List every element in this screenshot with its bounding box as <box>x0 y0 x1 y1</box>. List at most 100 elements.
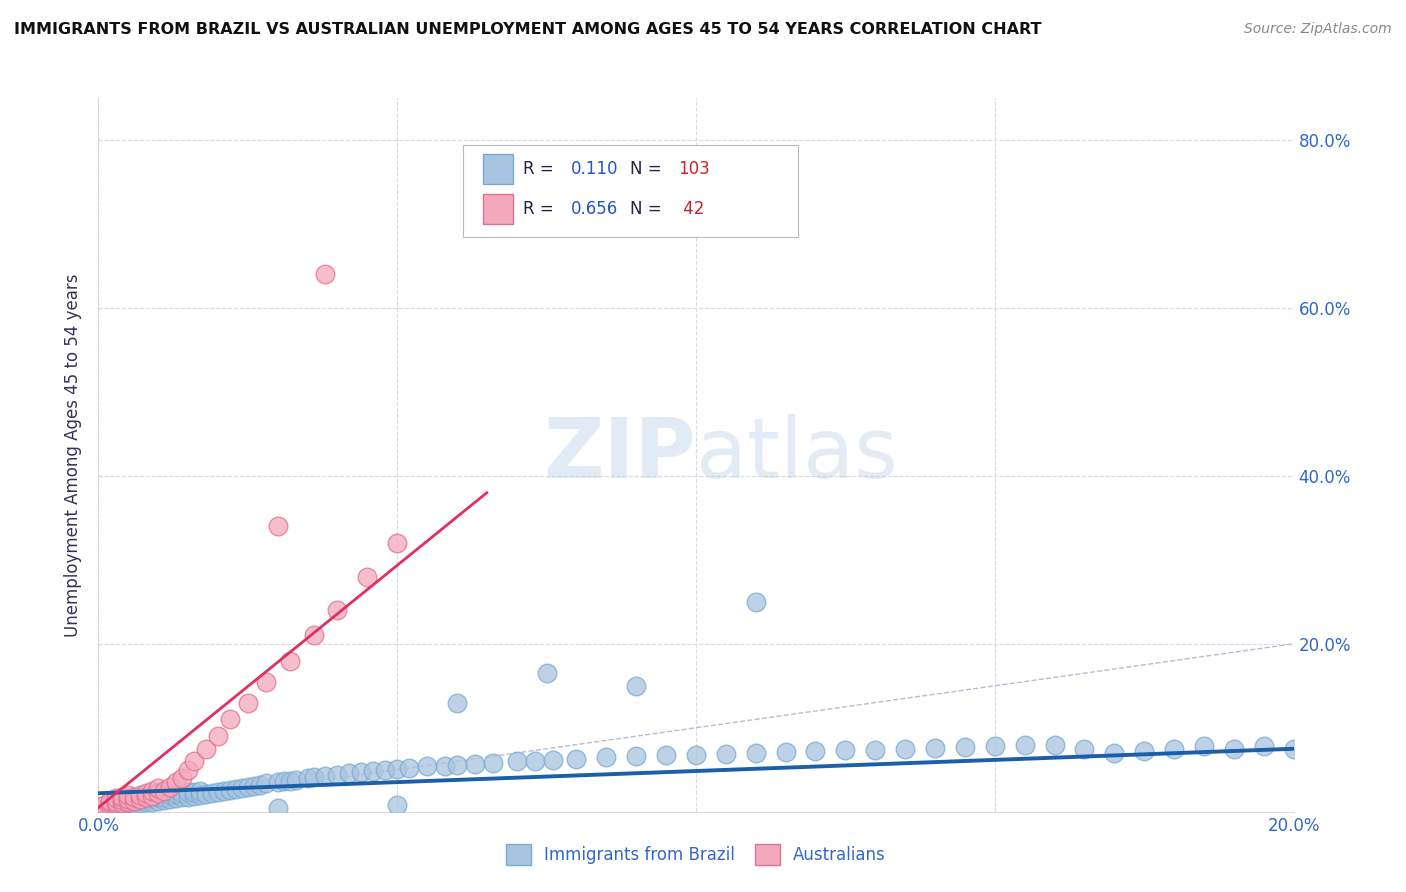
Point <box>141 783 163 797</box>
Point <box>141 789 163 803</box>
Point <box>254 674 277 689</box>
Point <box>98 797 122 811</box>
Point <box>117 796 139 810</box>
Point <box>117 792 139 806</box>
Point <box>111 797 134 811</box>
Point <box>350 765 373 780</box>
Point <box>148 786 170 800</box>
Point <box>231 781 253 796</box>
Point <box>363 764 385 779</box>
Point <box>1104 746 1126 760</box>
Point <box>159 780 181 794</box>
Point <box>775 745 797 759</box>
Point <box>129 789 152 804</box>
Point <box>356 569 378 583</box>
Point <box>315 769 337 783</box>
Bar <box>484 194 513 224</box>
Point <box>1253 739 1275 754</box>
Point <box>865 742 887 756</box>
Point <box>135 788 157 802</box>
Point <box>135 792 157 806</box>
Point <box>254 776 277 790</box>
Point <box>1043 738 1066 752</box>
Legend: Immigrants from Brazil, Australians: Immigrants from Brazil, Australians <box>499 838 893 871</box>
Point <box>953 740 976 755</box>
Point <box>685 747 707 762</box>
Point <box>93 800 115 814</box>
Point <box>105 795 128 809</box>
Point <box>111 798 134 813</box>
Point <box>148 786 170 800</box>
Point <box>1073 741 1095 756</box>
Point <box>714 747 737 761</box>
Point <box>506 755 529 769</box>
Point <box>141 795 163 809</box>
Point <box>219 783 242 797</box>
Point <box>655 748 678 763</box>
Point <box>385 762 409 776</box>
Point <box>105 797 128 812</box>
Point <box>536 666 558 681</box>
Point <box>165 775 187 789</box>
Point <box>159 792 181 806</box>
Point <box>416 759 439 773</box>
Point <box>541 753 564 767</box>
Point <box>446 757 468 772</box>
Point <box>243 779 266 793</box>
Point <box>135 786 157 800</box>
Point <box>183 784 205 798</box>
Point <box>105 797 128 812</box>
Text: ZIP: ZIP <box>544 415 696 495</box>
Point <box>624 749 647 764</box>
Text: IMMIGRANTS FROM BRAZIL VS AUSTRALIAN UNEMPLOYMENT AMONG AGES 45 TO 54 YEARS CORR: IMMIGRANTS FROM BRAZIL VS AUSTRALIAN UNE… <box>14 22 1042 37</box>
Point <box>124 797 146 812</box>
Text: 103: 103 <box>678 161 710 178</box>
Point <box>398 761 420 775</box>
Point <box>129 792 152 806</box>
Point <box>98 797 122 811</box>
Point <box>105 799 128 814</box>
Point <box>1223 741 1246 756</box>
Point <box>894 741 917 756</box>
Point <box>188 788 211 802</box>
Point <box>302 628 325 642</box>
Point <box>225 782 247 797</box>
Point <box>745 746 768 760</box>
Point <box>595 750 617 764</box>
Point <box>117 797 139 812</box>
Point <box>278 654 301 668</box>
Point <box>267 800 290 814</box>
Point <box>153 783 176 797</box>
Point <box>302 770 325 784</box>
Point <box>93 800 115 814</box>
Point <box>201 786 224 800</box>
Point <box>194 787 218 801</box>
Point <box>326 768 349 782</box>
Point <box>129 793 152 807</box>
Point <box>188 783 211 797</box>
Point <box>177 785 200 799</box>
Point <box>207 784 229 798</box>
Point <box>183 789 205 803</box>
Point <box>804 744 827 758</box>
Point <box>135 790 157 805</box>
Point <box>267 775 290 789</box>
Point <box>148 794 170 808</box>
Point <box>434 758 457 772</box>
Point <box>464 756 486 771</box>
Point <box>207 729 229 743</box>
Point <box>159 788 181 802</box>
Point <box>111 797 134 811</box>
Point <box>326 603 349 617</box>
Point <box>284 772 307 787</box>
Text: 0.110: 0.110 <box>571 161 619 178</box>
Point <box>111 793 134 807</box>
Point <box>624 679 647 693</box>
Point <box>339 766 360 780</box>
Point <box>183 755 205 769</box>
Point <box>98 797 122 812</box>
Point <box>129 797 152 811</box>
Point <box>385 797 409 812</box>
Point <box>523 754 546 768</box>
Point <box>129 788 152 802</box>
